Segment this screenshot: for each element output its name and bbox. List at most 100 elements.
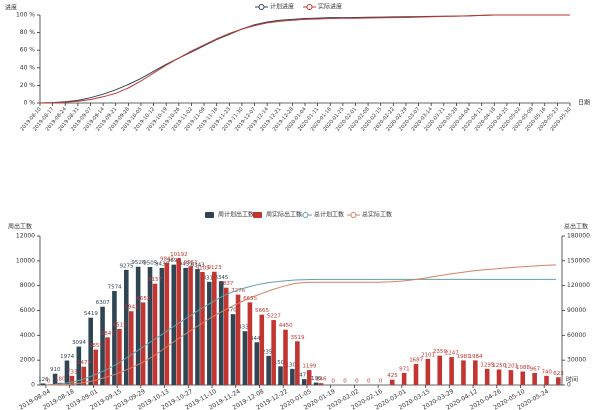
- bar: [207, 281, 212, 385]
- bar-value-label: 3841: [101, 331, 115, 337]
- bar: [52, 373, 58, 385]
- cumulative-line: [45, 264, 557, 386]
- bar-value-label: 9505: [143, 260, 157, 266]
- bar: [389, 379, 395, 385]
- bar-value-label: 1974: [60, 354, 74, 360]
- y-tick-label: 60000: [567, 332, 586, 339]
- cumulative-line: [45, 278, 557, 386]
- bar: [200, 271, 205, 385]
- bar: [520, 371, 526, 385]
- bar: [135, 266, 141, 385]
- y-axis-title: 进度: [5, 4, 17, 12]
- bar: [496, 369, 502, 385]
- bar-value-label: 0: [379, 379, 383, 385]
- y2-axis-title: 总出工数: [564, 223, 588, 231]
- bar-value-label: 7837: [219, 281, 233, 287]
- bar-value-label: 10192: [170, 252, 188, 258]
- bar: [40, 383, 46, 385]
- bar-value-label: 910: [50, 367, 61, 373]
- bar-value-label: 5942: [124, 305, 138, 311]
- bar-value-label: 733: [67, 369, 78, 375]
- legend-swatch: [350, 212, 357, 218]
- bar-value-label: 1088: [516, 365, 530, 371]
- bar-value-label: 9343: [191, 262, 205, 268]
- bar: [112, 290, 117, 385]
- bar-value-label: 6307: [96, 300, 110, 306]
- bar-value-label: 146: [316, 377, 327, 383]
- bar: [413, 364, 419, 385]
- y-tick-label: 8000: [20, 282, 35, 289]
- bar-value-label: 8345: [214, 275, 228, 281]
- bar-value-label: 2247: [445, 351, 459, 357]
- legend-swatch: [306, 4, 313, 10]
- legend-label: 计划进度: [270, 3, 294, 11]
- y-tick-label: 180000: [567, 233, 590, 240]
- bar-value-label: 180: [55, 376, 66, 382]
- bar: [532, 372, 537, 385]
- y-tick-label: 30000: [567, 357, 586, 364]
- y-tick-label: 120000: [567, 282, 590, 289]
- bar-value-label: 967: [530, 366, 541, 372]
- bar: [140, 302, 146, 385]
- legend-label: 周实际出工数: [266, 211, 302, 219]
- bar: [195, 268, 200, 385]
- bar: [128, 311, 134, 385]
- bar-value-label: 623: [553, 371, 564, 377]
- legend-label: 实际进度: [318, 3, 342, 11]
- bar: [69, 375, 75, 385]
- bar-value-label: 5707: [226, 308, 240, 314]
- bar-value-label: 5419: [84, 311, 98, 317]
- legend-swatch: [302, 212, 309, 218]
- bar-value-label: 9842: [160, 256, 174, 262]
- bar-value-label: 0: [343, 379, 347, 385]
- bar: [247, 302, 253, 385]
- bar: [242, 331, 248, 385]
- bar: [301, 379, 307, 385]
- bar-value-label: 126: [38, 377, 49, 383]
- bar-value-label: 196: [311, 376, 322, 382]
- legend-swatch: [205, 212, 214, 218]
- progress-line: [39, 14, 570, 104]
- bar-value-label: 1295: [480, 362, 494, 368]
- bar: [508, 370, 514, 385]
- bar-value-label: 9123: [208, 265, 222, 271]
- bar-value-label: 0: [331, 379, 335, 385]
- bar-value-label: 3519: [291, 335, 305, 341]
- bar: [183, 267, 188, 385]
- bar: [484, 368, 490, 385]
- bar: [271, 320, 276, 385]
- bar-value-label: 9526: [131, 260, 145, 266]
- bar: [164, 262, 170, 385]
- bar: [105, 337, 110, 385]
- legend-label: 总实际工数: [362, 211, 392, 219]
- bar: [473, 360, 478, 385]
- y-tick-label: 100 %: [16, 12, 35, 19]
- legend-swatch: [253, 212, 262, 218]
- progress-line: [39, 14, 570, 104]
- y-tick-label: 6000: [20, 307, 35, 314]
- bar-value-label: 7574: [108, 284, 122, 290]
- bar: [230, 314, 236, 385]
- bar: [556, 377, 561, 385]
- bar: [235, 294, 241, 385]
- y-tick-label: 20 %: [20, 82, 36, 89]
- bar-value-label: 2101: [421, 352, 435, 358]
- bar-value-label: 1981: [457, 354, 471, 360]
- bar-value-label: 7276: [231, 288, 245, 294]
- y-tick-label: 90000: [567, 307, 586, 314]
- bar: [176, 258, 182, 385]
- bar: [147, 266, 153, 385]
- bar-value-label: 1199: [302, 364, 316, 370]
- bar-value-label: 1687: [409, 358, 423, 364]
- bar-value-label: 4515: [113, 322, 127, 328]
- bar: [461, 360, 466, 385]
- bar: [117, 328, 122, 385]
- bar: [318, 383, 324, 385]
- bar-value-label: 471: [299, 373, 310, 379]
- bar-value-label: 740: [541, 369, 552, 375]
- bar-value-label: 2350: [262, 349, 276, 355]
- bar-value-label: 6652: [136, 296, 150, 302]
- y-tick-label: 0: [567, 382, 571, 389]
- bar: [283, 329, 288, 385]
